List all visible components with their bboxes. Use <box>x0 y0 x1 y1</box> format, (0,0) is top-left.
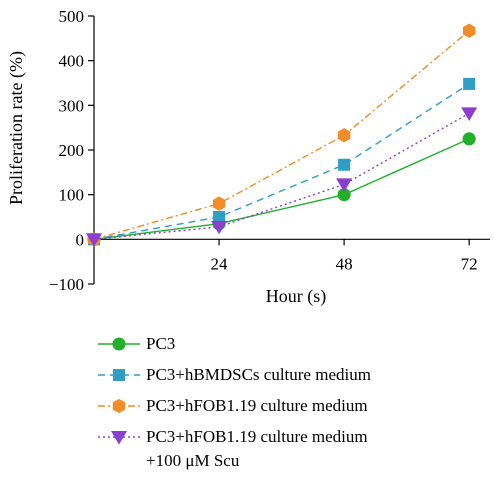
data-point <box>462 132 476 146</box>
y-tick-label: 200 <box>59 141 85 160</box>
legend-item: PC3+hFOB1.19 culture medium +100 μM Scu <box>96 425 486 473</box>
y-tick-label: 100 <box>59 186 85 205</box>
data-point <box>336 178 353 192</box>
data-point <box>212 196 226 211</box>
series-4 <box>85 107 478 247</box>
legend-label: PC3+hFOB1.19 culture medium <box>146 394 368 418</box>
legend-label-line: +100 μM Scu <box>146 451 240 470</box>
data-point <box>211 220 228 235</box>
legend-marker <box>110 431 128 445</box>
y-tick-label: 500 <box>59 7 85 26</box>
data-point <box>85 233 103 247</box>
series-line <box>93 138 470 241</box>
legend-label: PC3+hBMDSCs culture medium <box>146 363 371 387</box>
legend-swatch <box>98 337 140 351</box>
legend-label-line: PC3+hBMDSCs culture medium <box>146 365 371 384</box>
y-tick-label: −100 <box>49 275 84 294</box>
data-point <box>337 128 351 143</box>
y-tick-label: 0 <box>76 230 85 249</box>
x-tick-label: 48 <box>336 254 353 273</box>
legend-item: PC3+hBMDSCs culture medium <box>96 363 486 387</box>
legend-label-line: PC3+hFOB1.19 culture medium <box>146 427 368 446</box>
series-line <box>93 112 470 241</box>
data-point <box>338 158 351 171</box>
series-line <box>93 30 470 241</box>
axes: −100 0 100 200 300 400 500 24 48 72 <box>49 7 490 294</box>
legend-label-line: PC3+hFOB1.19 culture medium <box>146 396 368 415</box>
legend-marker <box>112 398 126 414</box>
y-axis-label: Proliferation rate (%) <box>6 51 27 205</box>
legend-item: PC3 <box>96 332 486 356</box>
series-1 <box>87 132 476 246</box>
y-tick-label: 300 <box>59 96 85 115</box>
legend-item: PC3+hFOB1.19 culture medium <box>96 394 486 418</box>
legend-label: PC3 <box>146 332 175 356</box>
legend-swatch <box>98 369 140 381</box>
legend-label: PC3+hFOB1.19 culture medium +100 μM Scu <box>146 425 368 473</box>
legend-label-line: PC3 <box>146 334 176 353</box>
series-line <box>93 83 470 241</box>
data-point <box>463 77 476 90</box>
data-point <box>462 23 476 38</box>
legend-swatch <box>98 431 140 445</box>
x-axis-label: Hour (s) <box>266 286 327 307</box>
chart: −100 0 100 200 300 400 500 24 48 72 Proliferation… <box>6 7 490 307</box>
x-tick-label: 24 <box>211 254 229 273</box>
legend-marker <box>113 369 125 381</box>
legend-swatch <box>98 398 140 414</box>
x-tick-label: 72 <box>461 254 478 273</box>
legend: PC3 PC3+hBMDSCs culture medium PC3+hFOB1.1… <box>96 332 486 480</box>
legend-marker <box>112 337 126 351</box>
series-layer <box>85 23 478 247</box>
data-point <box>461 107 478 121</box>
y-tick-label: 400 <box>59 52 85 71</box>
series-3 <box>87 23 476 247</box>
